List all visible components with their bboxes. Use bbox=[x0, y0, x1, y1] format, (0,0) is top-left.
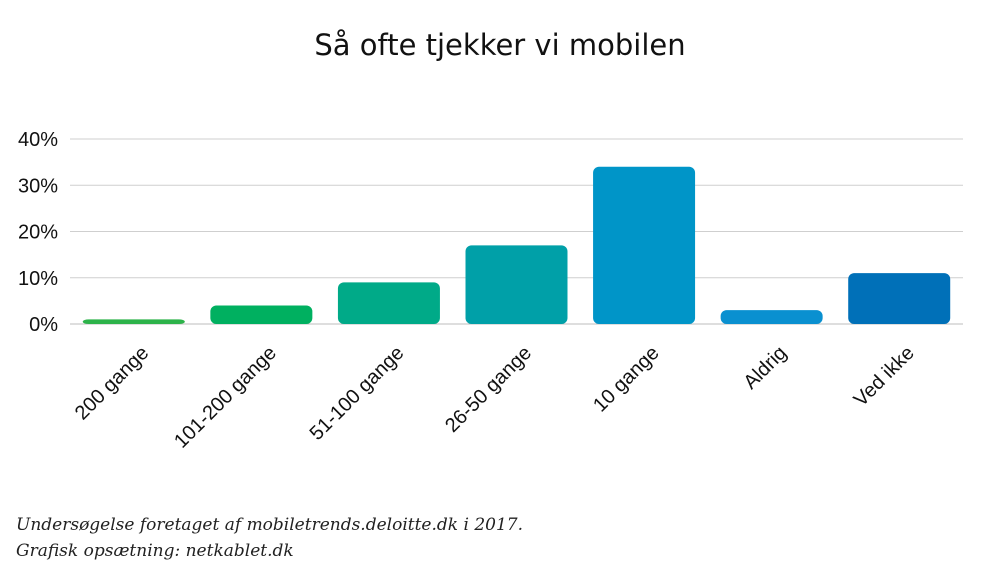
x-tick-label: 101-200 gange bbox=[170, 342, 281, 453]
x-tick-label: 10 gange bbox=[589, 342, 664, 417]
x-tick-label: 200 gange bbox=[71, 342, 153, 424]
x-tick-label: 51-100 gange bbox=[306, 342, 409, 445]
x-tick-label: 26-50 gange bbox=[441, 342, 536, 437]
bar bbox=[593, 166, 696, 324]
y-tick-label: 30% bbox=[18, 175, 58, 197]
x-tick-label: Ved ikke bbox=[850, 342, 919, 411]
y-tick-label: 20% bbox=[18, 222, 58, 244]
y-tick-label: 10% bbox=[18, 268, 58, 290]
bar bbox=[337, 282, 440, 324]
bar bbox=[848, 273, 951, 324]
y-tick-label: 40% bbox=[18, 129, 58, 151]
bar bbox=[465, 245, 568, 324]
source-caption-line-1: Undersøgelse foretaget af mobiletrends.d… bbox=[16, 515, 523, 535]
bar bbox=[720, 310, 823, 324]
chart-title: Så ofte tjekker vi mobilen bbox=[314, 28, 686, 62]
source-caption-line-2: Grafisk opsætning: netkablet.dk bbox=[16, 541, 294, 561]
bar bbox=[210, 305, 313, 324]
source-caption: Undersøgelse foretaget af mobiletrends.d… bbox=[16, 512, 523, 564]
x-tick-label: Aldrig bbox=[739, 342, 791, 394]
y-tick-label: 0% bbox=[29, 314, 58, 336]
bar bbox=[82, 319, 185, 324]
